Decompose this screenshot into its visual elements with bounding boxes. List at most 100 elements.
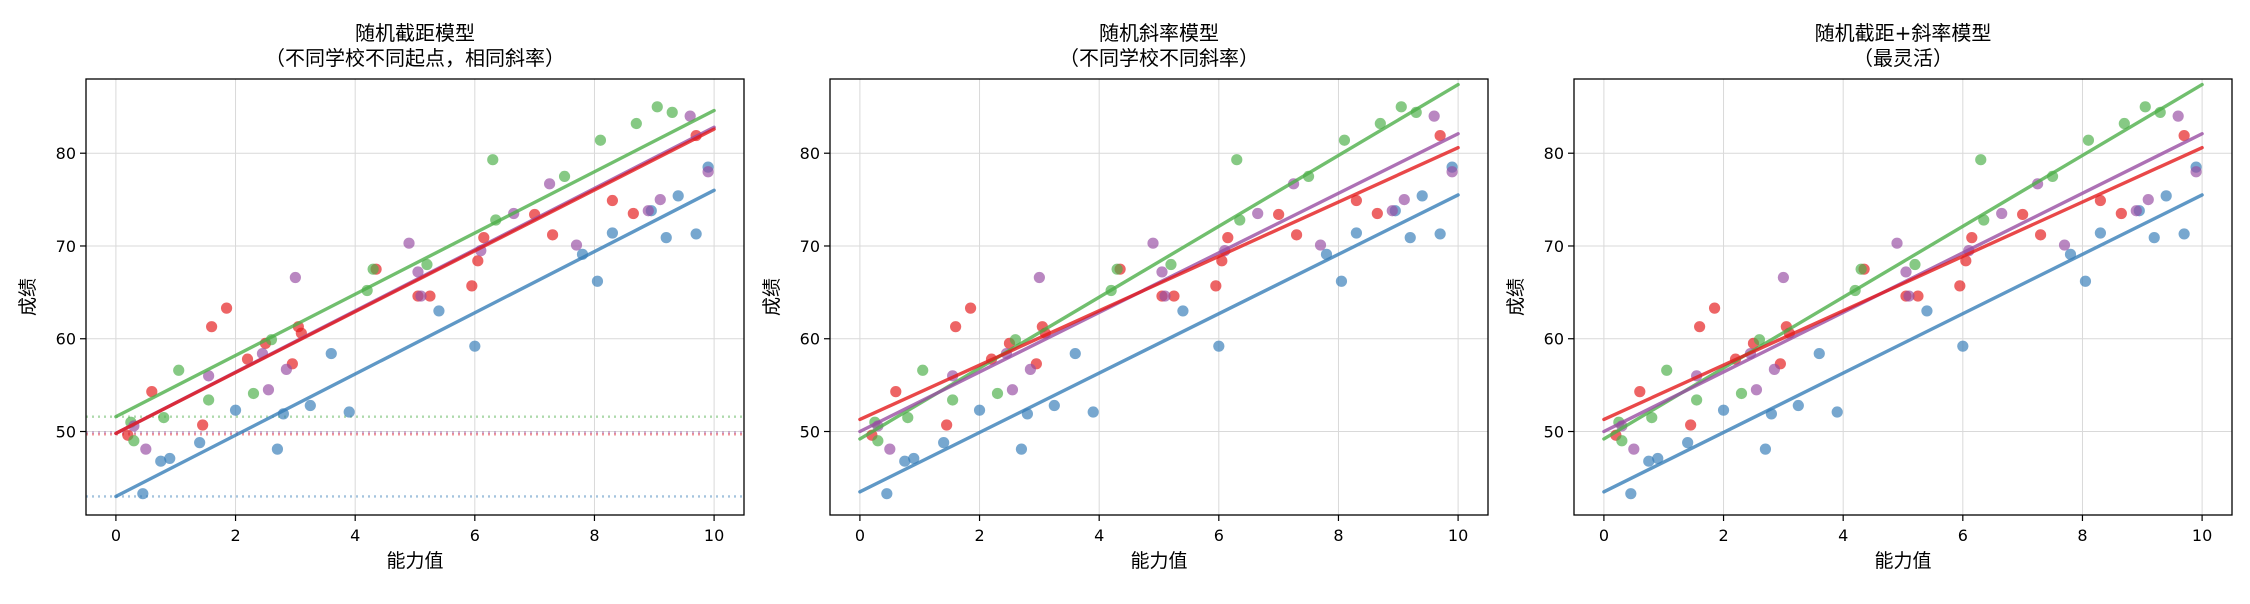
y-tick-label: 50 [56, 423, 76, 442]
y-tick-label: 50 [1544, 423, 1564, 442]
data-point [1111, 263, 1123, 275]
data-point [684, 110, 696, 122]
data-point [666, 106, 678, 118]
x-tick-label: 10 [704, 526, 724, 545]
data-point [594, 134, 607, 146]
data-point [1831, 406, 1843, 418]
data-point [1966, 232, 1978, 244]
axes-frame [1573, 78, 2233, 516]
y-tick-label: 60 [800, 330, 820, 349]
data-point [229, 404, 242, 416]
data-point [140, 443, 152, 455]
data-point [280, 363, 292, 375]
panel-random-intercept: 0 2 4 6 8 10 50 60 70 80 随机截距模型（不同学校不同起点，相同斜率） 能力值 成… [17, 21, 745, 572]
x-tick-label: 0 [1599, 526, 1609, 545]
data-point [1033, 271, 1045, 284]
data-point [1694, 321, 1706, 333]
data-point [546, 229, 559, 241]
data-point [206, 321, 218, 333]
data-point [2094, 194, 2106, 207]
y-tick-label: 70 [1544, 237, 1564, 256]
data-point [241, 353, 254, 365]
data-point [1213, 340, 1225, 352]
data-point [1168, 290, 1180, 302]
data-point [1434, 129, 1446, 142]
data-point [1975, 154, 1987, 166]
data-point [220, 302, 233, 314]
data-point [1015, 443, 1028, 455]
data-point [1048, 399, 1060, 412]
data-point [672, 190, 684, 202]
data-point [1735, 387, 1748, 400]
regression-line [1602, 82, 2204, 441]
data-point [2148, 232, 2160, 244]
y-tick-label: 80 [56, 144, 76, 163]
data-point [367, 263, 379, 275]
data-point [2082, 134, 2095, 146]
data-point [558, 170, 571, 183]
data-point [1912, 290, 1924, 302]
x-tick-label: 4 [1838, 526, 1848, 545]
data-point [2139, 101, 2151, 113]
data-point [194, 437, 206, 449]
data-point [1165, 258, 1177, 271]
data-point [872, 435, 884, 447]
x-tick-label: 0 [111, 526, 121, 545]
data-point [627, 207, 639, 220]
data-point [1428, 110, 1440, 122]
data-point [1371, 207, 1383, 220]
data-point [991, 387, 1004, 400]
data-point [902, 411, 914, 424]
regression-line [858, 82, 1460, 441]
data-point [1900, 266, 1912, 278]
data-point [487, 154, 499, 166]
data-point [1634, 386, 1646, 398]
data-point [1159, 290, 1171, 302]
panel-title: 随机截距+斜率模型 [1815, 21, 1992, 45]
data-point [1210, 280, 1222, 292]
data-point [271, 443, 284, 455]
data-point [2130, 205, 2142, 217]
data-point [137, 488, 149, 500]
panel-subtitle: （最灵活） [1853, 46, 1953, 70]
data-point [325, 347, 337, 360]
y-tick-label: 80 [800, 144, 820, 163]
x-tick-label: 10 [1448, 526, 1468, 545]
data-point [1350, 227, 1362, 239]
data-point [262, 384, 275, 396]
panel-random-slope: 0 2 4 6 8 10 50 60 70 80 随机斜率模型（不同学校不同斜率） 能力值 成绩 [761, 21, 1489, 572]
data-point [1957, 340, 1969, 352]
data-point [1087, 406, 1099, 418]
regression-line [858, 193, 1460, 494]
data-point [197, 419, 209, 431]
x-tick-label: 10 [2192, 526, 2212, 545]
data-point [1759, 443, 1772, 455]
data-point [412, 266, 424, 278]
data-point [950, 321, 962, 333]
x-tick-label: 2 [974, 526, 984, 545]
y-axis-label: 成绩 [17, 278, 39, 316]
data-point [164, 452, 176, 465]
data-point [2115, 207, 2127, 220]
data-point [1009, 334, 1022, 346]
y-tick-label: 80 [1544, 144, 1564, 163]
data-point [1434, 228, 1446, 240]
data-point [654, 193, 666, 206]
data-point [1628, 443, 1640, 455]
data-point [146, 386, 158, 398]
data-point [1652, 452, 1664, 465]
data-point [173, 364, 185, 376]
regression-line [114, 108, 716, 419]
x-axis-label: 能力值 [386, 550, 443, 572]
data-point [1691, 394, 1703, 406]
data-point [203, 394, 215, 406]
data-point [1813, 347, 1825, 360]
data-point [158, 411, 170, 424]
data-point [1290, 229, 1303, 241]
regression-line [114, 127, 716, 436]
data-point [2142, 193, 2154, 206]
data-point [917, 364, 929, 376]
data-point [1792, 399, 1804, 412]
data-point [2079, 275, 2092, 287]
y-tick-label: 60 [56, 330, 76, 349]
